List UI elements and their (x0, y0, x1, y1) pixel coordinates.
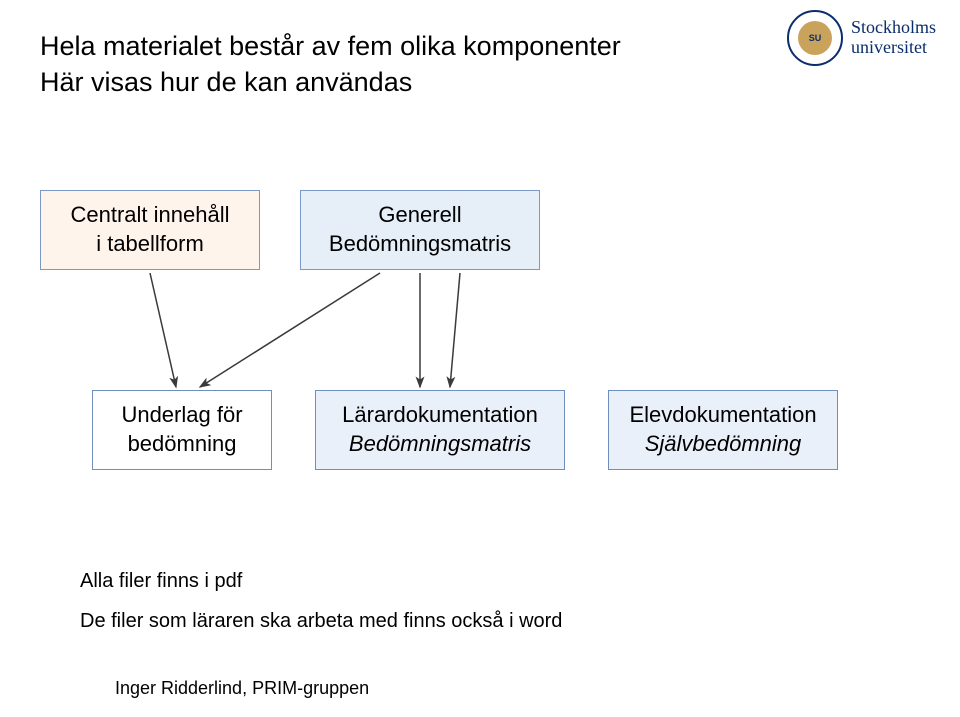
logo-text-line2: universitet (851, 38, 936, 58)
note-pdf: Alla filer finns i pdf (80, 570, 242, 593)
logo-text: Stockholms universitet (851, 18, 936, 58)
box-underlag-bedomning: Underlag för bedömning (92, 390, 272, 470)
box-line: bedömning (128, 430, 237, 459)
title-line-1: Hela materialet består av fem olika komp… (40, 28, 621, 64)
logo-seal-inner: SU (798, 21, 832, 55)
box-line-italic: Bedömningsmatris (349, 430, 531, 459)
logo-seal-icon: SU (787, 10, 843, 66)
box-elevdokumentation: Elevdokumentation Självbedömning (608, 390, 838, 470)
box-line: Underlag för (121, 401, 242, 430)
box-line: Lärardokumentation (342, 401, 538, 430)
footer-credit: Inger Ridderlind, PRIM-gruppen (115, 678, 369, 699)
logo-text-line1: Stockholms (851, 18, 936, 38)
box-larardokumentation: Lärardokumentation Bedömningsmatris (315, 390, 565, 470)
note-word: De filer som läraren ska arbeta med finn… (80, 610, 562, 633)
box-centralt-innehall: Centralt innehåll i tabellform (40, 190, 260, 270)
box-line: Generell (378, 201, 461, 230)
university-logo: SU Stockholms universitet (787, 10, 936, 66)
box-line: Elevdokumentation (629, 401, 816, 430)
title-line-2: Här visas hur de kan användas (40, 64, 621, 100)
box-line: i tabellform (96, 230, 204, 259)
page-title: Hela materialet består av fem olika komp… (40, 28, 621, 101)
box-line: Bedömningsmatris (329, 230, 511, 259)
box-line-italic: Självbedömning (645, 430, 802, 459)
box-generell-matris: Generell Bedömningsmatris (300, 190, 540, 270)
box-line: Centralt innehåll (71, 201, 230, 230)
